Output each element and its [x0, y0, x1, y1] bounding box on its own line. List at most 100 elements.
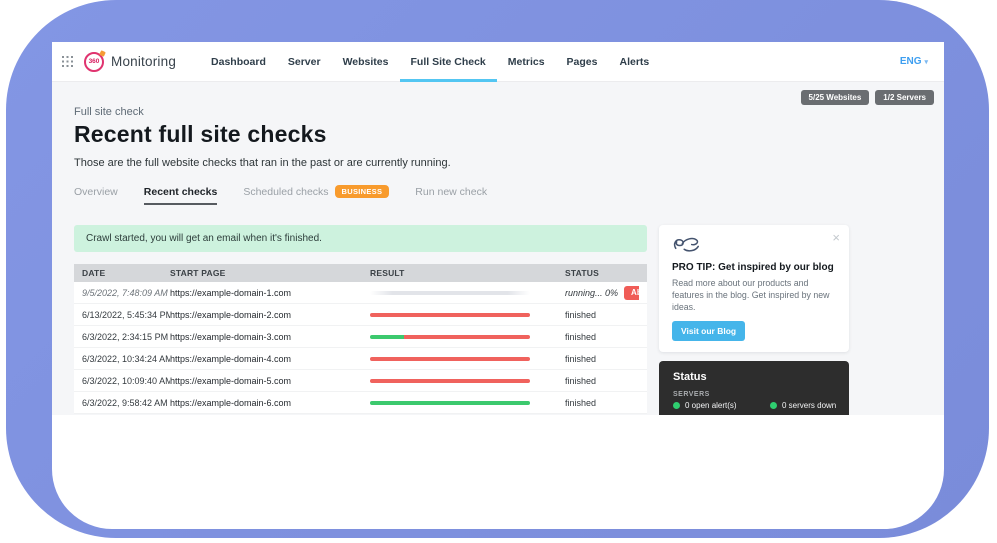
row-status: finished: [565, 398, 639, 408]
progress-bar: [370, 400, 530, 405]
tab-label: Run new check: [415, 185, 488, 198]
row-date: 6/3/2022, 9:58:42 AM: [82, 397, 168, 408]
column-header-status: STATUS: [565, 268, 599, 278]
nav-item-label: Metrics: [507, 55, 545, 68]
row-date: 6/3/2022, 10:34:24 AM: [82, 353, 170, 364]
progress-bar: [370, 334, 530, 339]
brand-name: Monitoring: [111, 54, 177, 69]
tab[interactable]: Run new check: [415, 186, 487, 205]
status-section-label: SERVERS: [673, 391, 710, 399]
status-section: SERVERS 0 open alert(s) 0 servers down: [673, 391, 836, 410]
row-result: [370, 312, 565, 317]
table-header: DATE START PAGE RESULT STATUS: [74, 264, 647, 282]
abort-button[interactable]: Abort: [624, 285, 639, 300]
row-status-text: running... 0%: [565, 287, 619, 298]
logo[interactable]: 360 Monitoring: [84, 51, 177, 72]
nav-item-label: Dashboard: [211, 55, 266, 68]
column-header-result: RESULT: [370, 268, 405, 278]
row-date: 6/13/2022, 5:45:34 PM: [82, 309, 170, 320]
top-nav: 360 Monitoring Dashboard Server Websites Fu…: [52, 42, 944, 82]
quota-badge: 1/2 Servers: [875, 90, 934, 105]
close-icon[interactable]: ×: [832, 230, 840, 245]
app-window: 360 Monitoring Dashboard Server Websites Fu…: [52, 42, 944, 416]
status-section-items: 0 open alert(s) 0 servers down: [673, 401, 836, 410]
tab-business-badge: BUSINESS: [334, 185, 390, 198]
table-row[interactable]: 6/3/2022, 9:58:42 AM https://example-dom…: [74, 392, 647, 414]
nav-item-label: Server: [287, 55, 321, 68]
protip-title: PRO TIP: Get inspired by our blog: [672, 262, 834, 273]
nav-item[interactable]: Full Site Check: [399, 42, 497, 82]
tab[interactable]: Recent checks: [143, 185, 218, 205]
page-title: Recent full site checks: [74, 121, 327, 147]
row-start-page: https://example-domain-3.com: [170, 331, 292, 342]
language-selector[interactable]: ENG ▾: [900, 56, 928, 67]
nav-item[interactable]: Dashboard: [200, 42, 277, 82]
checks-table: DATE START PAGE RESULT STATUS 9/5/2022, …: [74, 264, 647, 414]
apps-grid-icon[interactable]: [62, 56, 73, 67]
table-row[interactable]: 6/3/2022, 10:09:40 AM https://example-do…: [74, 370, 647, 392]
checks-column: Crawl started, you will get an email whe…: [74, 225, 647, 415]
row-result: [370, 356, 565, 361]
row-date: 6/3/2022, 10:09:40 AM: [82, 375, 170, 386]
row-status-text: finished: [565, 331, 597, 342]
table-row[interactable]: 6/3/2022, 10:34:24 AM https://example-do…: [74, 348, 647, 370]
sidebar-column: × PRO TIP: Get inspired by our blog Read…: [659, 225, 849, 415]
row-date: 6/3/2022, 2:34:15 PM: [82, 331, 169, 342]
table-row[interactable]: 6/13/2022, 5:45:34 PM https://example-do…: [74, 304, 647, 326]
tab-label: Overview: [74, 185, 118, 198]
row-result: [370, 378, 565, 383]
progress-bar: [370, 290, 530, 295]
nav-item-label: Websites: [342, 55, 389, 68]
row-status: finished: [565, 354, 639, 364]
row-status-text: finished: [565, 309, 597, 320]
column-header-date: DATE: [82, 268, 106, 278]
nav-item[interactable]: Alerts: [608, 42, 660, 82]
row-result: [370, 400, 565, 405]
row-status-text: finished: [565, 375, 597, 386]
table-row[interactable]: 6/3/2022, 2:34:15 PM https://example-dom…: [74, 326, 647, 348]
progress-bar: [370, 378, 530, 383]
row-status: running... 0% Abort: [565, 285, 639, 300]
nav-item-label: Alerts: [619, 55, 650, 68]
nav-item[interactable]: Pages: [556, 42, 609, 82]
status-ok-dot-icon: [673, 402, 680, 410]
progress-bar: [370, 356, 530, 361]
table-row[interactable]: 9/5/2022, 7:48:09 AM https://example-dom…: [74, 282, 647, 304]
row-status-text: finished: [565, 353, 597, 364]
row-result: [370, 334, 565, 339]
row-start-page: https://example-domain-4.com: [170, 353, 292, 364]
quota-badge: 5/25 Websites: [800, 90, 870, 105]
tab[interactable]: Overview: [74, 186, 118, 205]
nav-item[interactable]: Websites: [332, 42, 400, 82]
status-card: Status SERVERS 0 open alert(s) 0 servers…: [659, 361, 849, 415]
nav-menu: Dashboard Server Websites Full Site Check Me…: [200, 42, 660, 82]
doodle-icon: [673, 237, 699, 252]
row-status: finished: [565, 310, 639, 320]
protip-body: Read more about our products and feature…: [672, 278, 830, 313]
status-item: 0 open alert(s): [673, 401, 770, 410]
content-area: 5/25 Websites 1/2 Servers Full site check…: [52, 82, 944, 415]
nav-item-label: Pages: [566, 55, 598, 68]
row-result: [370, 290, 565, 295]
status-ok-dot-icon: [770, 402, 777, 410]
tab-label: Scheduled checks: [243, 185, 329, 198]
row-status: finished: [565, 332, 639, 342]
main-columns: Crawl started, you will get an email whe…: [74, 225, 922, 415]
nav-item[interactable]: Metrics: [497, 42, 556, 82]
quota-badges: 5/25 Websites 1/2 Servers: [800, 90, 934, 105]
nav-item[interactable]: Server: [277, 42, 332, 82]
status-card-title: Status: [673, 371, 707, 384]
page-subtitle: Those are the full website checks that r…: [74, 157, 451, 169]
status-sections: SERVERS 0 open alert(s) 0 servers down W…: [673, 391, 836, 415]
chevron-down-icon: ▾: [924, 58, 928, 66]
tab-label: Recent checks: [143, 185, 218, 198]
success-banner: Crawl started, you will get an email whe…: [74, 225, 647, 252]
tab-bar: Overview Recent checks Scheduled checks …: [74, 185, 922, 205]
protip-card: × PRO TIP: Get inspired by our blog Read…: [659, 225, 849, 353]
visit-blog-button[interactable]: Visit our Blog: [672, 321, 746, 342]
tab[interactable]: Scheduled checks BUSINESS: [243, 185, 390, 205]
nav-item-label: Full Site Check: [410, 55, 486, 68]
table-body: 9/5/2022, 7:48:09 AM https://example-dom…: [74, 282, 647, 414]
progress-bar: [370, 312, 530, 317]
